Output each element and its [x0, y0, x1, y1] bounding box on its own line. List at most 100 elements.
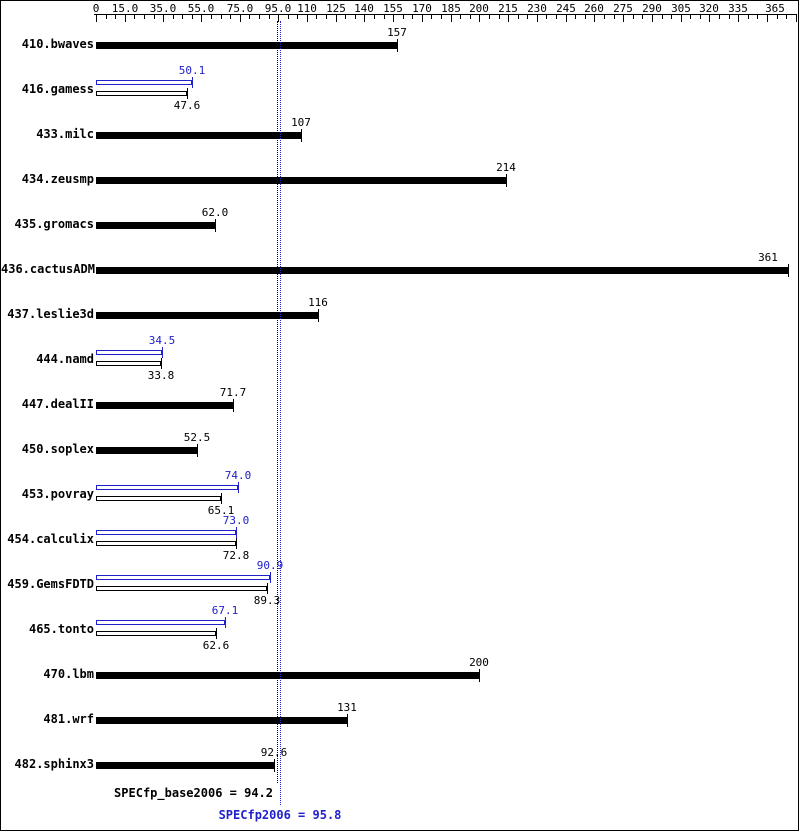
axis-tick	[412, 14, 413, 19]
base-bar-endcap	[187, 88, 188, 99]
axis-tick	[230, 14, 231, 19]
peak-bar	[96, 530, 236, 535]
axis-tick	[182, 14, 183, 19]
axis-tick	[786, 14, 787, 19]
benchmark-label: 410.bwaves	[21, 37, 94, 51]
base-bar	[96, 586, 267, 591]
axis-tick-label: 185	[441, 2, 461, 15]
base-bar	[96, 267, 788, 274]
axis-tick-label: 335	[728, 2, 748, 15]
axis-tick	[163, 14, 164, 22]
axis-tick	[106, 14, 107, 19]
axis-tick	[671, 14, 672, 19]
peak-value-label: 67.1	[211, 604, 239, 617]
base-bar-endcap	[347, 714, 348, 727]
axis-tick-label: 275	[613, 2, 633, 15]
axis-tick-label: 305	[671, 2, 691, 15]
base-bar-endcap	[318, 309, 319, 322]
axis-tick-label: 215	[498, 2, 518, 15]
axis-tick	[336, 14, 337, 22]
base-value-label: 89.3	[253, 594, 281, 607]
benchmark-label: 436.cactusADM	[1, 262, 95, 276]
base-bar-endcap	[301, 129, 302, 142]
peak-bar-endcap	[238, 482, 239, 493]
base-bar	[96, 42, 397, 49]
peak-value-label: 73.0	[222, 514, 250, 527]
base-value-label: 116	[308, 296, 328, 309]
axis-tick-label: 55.0	[187, 2, 215, 15]
base-value-label: 361	[758, 251, 778, 264]
benchmark-label: 459.GemsFDTD	[7, 577, 94, 591]
benchmark-label: 482.sphinx3	[14, 757, 94, 771]
axis-tick	[259, 14, 260, 19]
axis-tick	[642, 14, 643, 19]
base-bar	[96, 402, 233, 409]
axis-tick	[527, 14, 528, 19]
axis-tick	[441, 14, 442, 19]
base-bar-endcap	[236, 538, 237, 549]
axis-tick	[326, 14, 327, 19]
axis-tick	[355, 14, 356, 19]
axis-tick-label: 110	[297, 2, 317, 15]
base-bar	[96, 672, 479, 679]
peak-bar	[96, 575, 270, 580]
axis-tick	[144, 14, 145, 19]
axis-tick-label: 0	[92, 2, 100, 15]
x-axis-line	[94, 14, 797, 15]
axis-tick	[489, 14, 490, 19]
axis-tick	[681, 14, 682, 22]
base-bar-endcap	[506, 174, 507, 187]
axis-tick	[269, 14, 270, 19]
benchmark-label: 416.gamess	[21, 82, 94, 96]
axis-tick-label: 140	[354, 2, 374, 15]
axis-tick	[546, 14, 547, 19]
base-bar-endcap	[267, 583, 268, 594]
base-bar	[96, 177, 506, 184]
base-bar-endcap	[216, 628, 217, 639]
benchmark-label: 454.calculix	[7, 532, 94, 546]
axis-tick	[518, 14, 519, 19]
axis-tick	[796, 14, 797, 22]
axis-tick	[604, 14, 605, 19]
base-value-label: 33.8	[147, 369, 175, 382]
axis-tick	[470, 14, 471, 19]
axis-tick-label: 15.0	[111, 2, 139, 15]
benchmark-label: 470.lbm	[43, 667, 94, 681]
benchmark-label: 433.milc	[36, 127, 94, 141]
base-value-label: 52.5	[183, 431, 211, 444]
axis-tick	[633, 14, 634, 19]
axis-tick-label: 155	[383, 2, 403, 15]
axis-tick	[556, 14, 557, 19]
axis-tick	[249, 14, 250, 19]
axis-tick	[307, 14, 308, 22]
axis-tick	[345, 14, 346, 19]
axis-tick-label: 290	[642, 2, 662, 15]
axis-tick	[134, 14, 135, 19]
axis-tick	[115, 14, 116, 19]
base-bar-endcap	[274, 759, 275, 772]
benchmark-label: 481.wrf	[43, 712, 94, 726]
axis-tick	[96, 14, 97, 22]
base-bar	[96, 222, 215, 229]
benchmark-label: 437.leslie3d	[7, 307, 94, 321]
base-value-label: 200	[469, 656, 489, 669]
axis-tick	[460, 14, 461, 19]
axis-tick-label: 95.0	[264, 2, 292, 15]
base-value-label: 107	[291, 116, 311, 129]
axis-tick	[709, 14, 710, 22]
axis-tick	[738, 14, 739, 22]
base-bar	[96, 541, 236, 546]
axis-tick	[393, 14, 394, 22]
base-bar-endcap	[479, 669, 480, 682]
axis-tick	[154, 14, 155, 19]
peak-bar-endcap	[192, 77, 193, 88]
peak-bar-endcap	[162, 347, 163, 358]
axis-tick-label: 35.0	[149, 2, 177, 15]
axis-tick	[384, 14, 385, 19]
axis-tick	[537, 14, 538, 22]
axis-tick	[374, 14, 375, 19]
peak-value-label: 74.0	[224, 469, 252, 482]
base-bar	[96, 717, 347, 724]
benchmark-label: 450.soplex	[21, 442, 94, 456]
base-bar	[96, 762, 274, 769]
